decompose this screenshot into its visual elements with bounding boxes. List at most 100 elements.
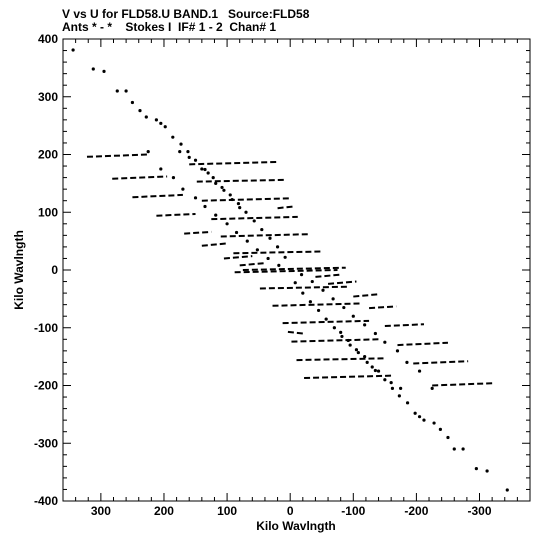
- uv-point: [193, 196, 198, 200]
- uv-point: [102, 69, 106, 73]
- uv-point: [255, 248, 259, 252]
- uv-point: [413, 411, 417, 415]
- uv-track: [220, 233, 308, 238]
- uv-point: [283, 255, 287, 259]
- y-axis-label: Kilo Wavlngth: [12, 230, 26, 310]
- uv-point: [417, 415, 422, 419]
- uv-point: [275, 245, 280, 249]
- uv-point: [252, 219, 256, 223]
- uv-track: [239, 262, 266, 267]
- x-tick-label: 0: [287, 504, 294, 518]
- uv-point: [324, 317, 328, 321]
- uv-point: [405, 360, 409, 364]
- uv-point: [238, 206, 242, 210]
- uv-point: [363, 323, 367, 327]
- uv-point: [91, 67, 95, 71]
- uv-point: [144, 115, 148, 119]
- uv-track: [196, 178, 284, 183]
- x-tick-label: 100: [217, 504, 237, 518]
- uv-point: [268, 236, 272, 240]
- uv-point: [186, 150, 190, 154]
- uv-point: [342, 305, 346, 310]
- uv-point: [474, 467, 478, 471]
- uv-track: [156, 212, 196, 217]
- uv-point: [299, 273, 304, 277]
- uv-point: [236, 201, 241, 206]
- uv-point: [225, 222, 229, 226]
- uv-point: [179, 142, 183, 146]
- uv-point: [146, 150, 150, 154]
- uv-point: [222, 188, 226, 192]
- uv-point: [348, 343, 352, 347]
- uv-point: [376, 369, 381, 373]
- x-tick-label: -200: [404, 504, 428, 518]
- uv-track: [272, 302, 360, 307]
- uv-track: [189, 161, 277, 166]
- y-tick-label: 300: [38, 90, 58, 104]
- uv-point: [332, 326, 336, 330]
- uv-point: [395, 349, 400, 353]
- uv-point: [159, 167, 163, 171]
- uv-track: [277, 205, 294, 210]
- uv-point: [417, 369, 422, 373]
- plot-frame: [62, 38, 531, 502]
- uv-point: [187, 155, 191, 159]
- uv-track: [282, 319, 370, 325]
- uv-point: [346, 338, 350, 343]
- uv-point: [124, 89, 128, 93]
- uv-point: [203, 204, 207, 209]
- axis-ticks: [62, 38, 531, 502]
- uv-point: [452, 447, 456, 451]
- uv-track: [296, 357, 384, 362]
- uv-track: [304, 374, 392, 379]
- uv-point: [211, 176, 215, 180]
- uv-point: [399, 386, 403, 390]
- uv-point: [277, 263, 281, 267]
- uv-point: [244, 210, 248, 214]
- uv-point: [266, 256, 270, 261]
- uv-point: [171, 135, 175, 139]
- uv-track: [432, 382, 494, 387]
- uv-point: [405, 401, 410, 405]
- uv-point: [178, 150, 182, 154]
- y-tick-label: -400: [34, 494, 58, 508]
- uv-point: [351, 314, 355, 318]
- uv-point: [214, 181, 218, 185]
- uv-point: [383, 378, 387, 382]
- uv-point: [316, 308, 321, 313]
- uv-point: [383, 340, 387, 344]
- uv-point: [234, 230, 239, 235]
- uv-point: [293, 281, 297, 285]
- x-tick-label: -300: [467, 504, 491, 518]
- uv-point: [71, 48, 75, 52]
- uv-point: [301, 291, 305, 295]
- uv-point: [356, 350, 360, 355]
- uv-point: [130, 100, 135, 105]
- y-tick-label: -200: [34, 379, 58, 393]
- x-tick-label: 300: [91, 504, 111, 518]
- uv-track: [384, 323, 425, 328]
- y-tick-label: -100: [34, 321, 58, 335]
- uv-point: [339, 330, 343, 334]
- uv-point: [446, 435, 450, 440]
- uv-track: [132, 193, 183, 199]
- uv-point: [138, 109, 142, 113]
- uv-point: [430, 386, 434, 390]
- uv-track: [184, 230, 212, 235]
- x-axis-label: Kilo Wavlngth: [256, 519, 336, 533]
- uv-point: [159, 121, 163, 125]
- uv-track: [397, 341, 449, 347]
- uv-point: [230, 197, 234, 202]
- uv-track: [259, 285, 348, 290]
- uv-point: [354, 348, 359, 352]
- axis-tick-labels: 300 200 100 0 -100 -200 -300 400 300 200 100 0 -100 -…: [34, 32, 492, 518]
- uv-point: [245, 239, 249, 243]
- uv-track: [112, 175, 168, 180]
- uv-point: [200, 167, 204, 171]
- uv-point: [206, 171, 210, 175]
- uv-point: [220, 185, 224, 190]
- uv-point: [365, 360, 369, 364]
- uv-point: [193, 158, 198, 162]
- uv-point: [181, 187, 185, 191]
